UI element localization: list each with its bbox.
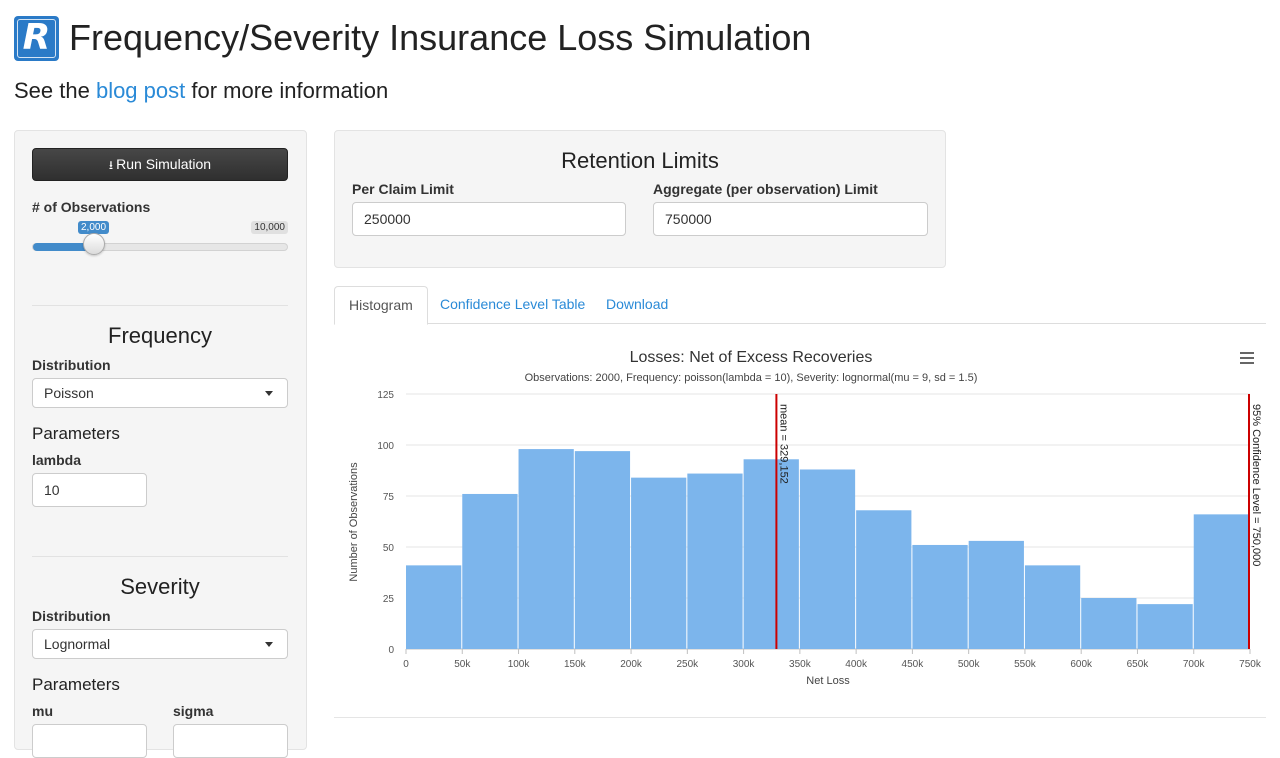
divider (334, 717, 1266, 718)
mu-input[interactable] (32, 724, 147, 758)
per-claim-limit-label: Per Claim Limit (352, 181, 454, 197)
chart-x-tick-label: 150k (564, 659, 587, 670)
observations-slider-value: 2,000 (78, 221, 110, 234)
chart-menu-icon[interactable] (1240, 352, 1254, 364)
sidebar-panel: ⭳ Run Simulation # of Observations 2,000 … (14, 130, 307, 758)
divider (32, 305, 288, 306)
download-icon: ⭳ (108, 158, 114, 172)
chart-x-tick-label: 400k (845, 659, 868, 670)
chart-x-tick-label: 0 (403, 659, 409, 670)
chart-x-tick-label: 250k (676, 659, 699, 670)
divider (32, 556, 288, 557)
aggregate-limit-input[interactable]: 750000 (653, 202, 928, 236)
subtitle-prefix: See the (14, 78, 96, 103)
chart-y-tick-label: 0 (388, 645, 394, 656)
chart-bar (912, 544, 968, 649)
chart-x-axis-label: Net Loss (806, 675, 850, 687)
chart-bar (631, 477, 687, 649)
sigma-label: sigma (173, 703, 214, 719)
chart-bar (1081, 598, 1137, 649)
run-simulation-button[interactable]: ⭳ Run Simulation (32, 148, 288, 181)
chart-bar (1024, 565, 1081, 649)
chart-y-tick-label: 25 (383, 594, 395, 605)
tab-download[interactable]: Download (606, 296, 669, 312)
retention-title: Retention Limits (561, 148, 719, 173)
blog-post-link[interactable]: blog post (95, 78, 186, 103)
chart-x-tick-label: 200k (620, 659, 643, 670)
chart-bar (574, 451, 631, 649)
chart-x-tick-label: 100k (508, 659, 531, 670)
tab-histogram[interactable]: Histogram (334, 286, 428, 325)
severity-parameters-label: Parameters (32, 675, 120, 694)
chart-x-tick-label: 450k (902, 659, 925, 670)
page-subtitle: See the blog post for more information (14, 78, 388, 104)
chevron-down-icon (265, 642, 273, 647)
retention-limits-panel: Retention Limits Per Claim Limit 250000 … (334, 130, 946, 268)
tab-confidence-level-table[interactable]: Confidence Level Table (440, 296, 586, 312)
aggregate-limit-label: Aggregate (per observation) Limit (653, 181, 878, 197)
chart-y-tick-label: 100 (377, 441, 394, 452)
chart-x-tick-label: 350k (789, 659, 812, 670)
lambda-input[interactable]: 10 (32, 473, 147, 507)
chevron-down-icon (265, 391, 273, 396)
app-header: R Frequency/Severity Insurance Loss Simu… (14, 14, 811, 62)
frequency-distribution-select[interactable]: Poisson (32, 378, 288, 408)
chart-x-tick-label: 50k (454, 659, 471, 670)
severity-distribution-label: Distribution (32, 608, 111, 624)
chart-bar (462, 493, 518, 649)
frequency-distribution-label: Distribution (32, 357, 111, 373)
severity-distribution-select[interactable]: Lognormal (32, 629, 288, 659)
observations-slider-handle[interactable] (83, 233, 105, 255)
frequency-parameters-label: Parameters (32, 424, 120, 443)
mu-label: mu (32, 703, 53, 719)
chart-x-tick-label: 300k (733, 659, 756, 670)
sigma-input[interactable] (173, 724, 288, 758)
chart-bar (968, 540, 1024, 649)
chart-y-tick-label: 75 (383, 492, 395, 503)
severity-distribution-value: Lognormal (44, 636, 111, 652)
chart-y-axis-label: Number of Observations (348, 462, 360, 582)
chart-bar (518, 449, 574, 649)
chart-title: Losses: Net of Excess Recoveries (630, 349, 873, 366)
chart-y-tick-label: 125 (377, 390, 394, 401)
chart-plot-line-label: mean = 329,152 (777, 404, 789, 484)
chart-bar (1193, 514, 1249, 649)
chart-bar (687, 473, 743, 649)
histogram-chart: Losses: Net of Excess Recoveries Observa… (334, 330, 1266, 700)
chart-bar (1137, 604, 1193, 649)
page-title: Frequency/Severity Insurance Loss Simula… (69, 17, 812, 58)
chart-bar (856, 510, 912, 649)
per-claim-limit-input[interactable]: 250000 (352, 202, 626, 236)
tab-bar: Histogram Confidence Level Table Downloa… (334, 286, 1266, 325)
chart-x-tick-label: 500k (958, 659, 981, 670)
chart-x-tick-label: 550k (1014, 659, 1037, 670)
chart-x-tick-label: 700k (1183, 659, 1206, 670)
chart-x-tick-label: 600k (1070, 659, 1093, 670)
frequency-title: Frequency (108, 323, 212, 348)
observations-label: # of Observations (32, 199, 151, 215)
frequency-distribution-value: Poisson (44, 385, 94, 401)
chart-bar (743, 459, 799, 649)
chart-bar (799, 469, 856, 649)
chart-subtitle: Observations: 2000, Frequency: poisson(l… (525, 372, 978, 384)
chart-y-tick-label: 50 (383, 543, 395, 554)
observations-slider-max: 10,000 (251, 221, 288, 234)
severity-title: Severity (120, 574, 200, 599)
observations-slider-track[interactable] (32, 243, 288, 251)
chart-bar (406, 565, 462, 649)
observations-slider-fill (33, 243, 95, 251)
subtitle-suffix: for more information (185, 78, 389, 103)
chart-x-tick-label: 750k (1239, 659, 1262, 670)
chart-x-tick-label: 650k (1127, 659, 1150, 670)
lambda-label: lambda (32, 452, 82, 468)
r-logo-icon: R (14, 15, 59, 61)
chart-plot-line-label: 95% Confidence Level = 750,000 (1250, 404, 1262, 566)
